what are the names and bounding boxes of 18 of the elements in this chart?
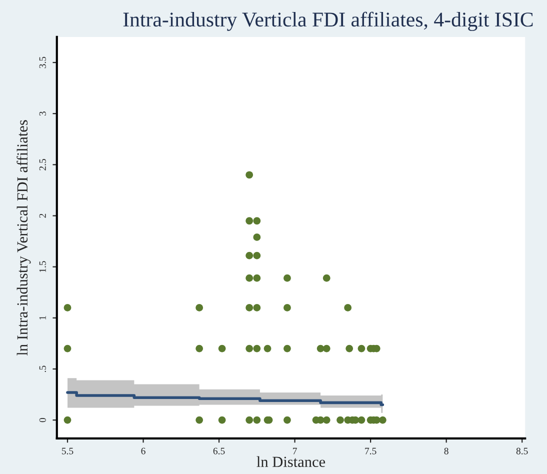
y-tick-label: 2.5: [39, 158, 46, 170]
chart-title: Intra-industry Verticla FDI affiliates, 4-digit ISIC: [123, 12, 533, 31]
y-tick-label: 1: [39, 316, 46, 320]
y-tick-label: 3.5: [39, 56, 46, 68]
x-tick-label: 6.5: [213, 448, 225, 454]
y-tick-label: 1.5: [39, 261, 46, 272]
x-tick-label: 8.5: [516, 448, 528, 454]
x-tick-label: 8: [444, 448, 448, 454]
y-tick-label: .5: [39, 366, 46, 372]
x-tick-label: 5.5: [62, 448, 74, 454]
y-tick-label: 3: [39, 112, 46, 116]
x-tick-label: 7.5: [365, 448, 376, 454]
x-axis-title: ln Distance: [256, 456, 326, 468]
y-tick-label: 2: [39, 214, 46, 218]
y-axis-title: ln Intra-industry Vertical FDI affiliates: [16, 120, 31, 356]
y-tick-label: 0: [39, 418, 46, 422]
x-tick-label: 7: [293, 448, 297, 454]
x-tick-label: 6: [141, 448, 146, 454]
